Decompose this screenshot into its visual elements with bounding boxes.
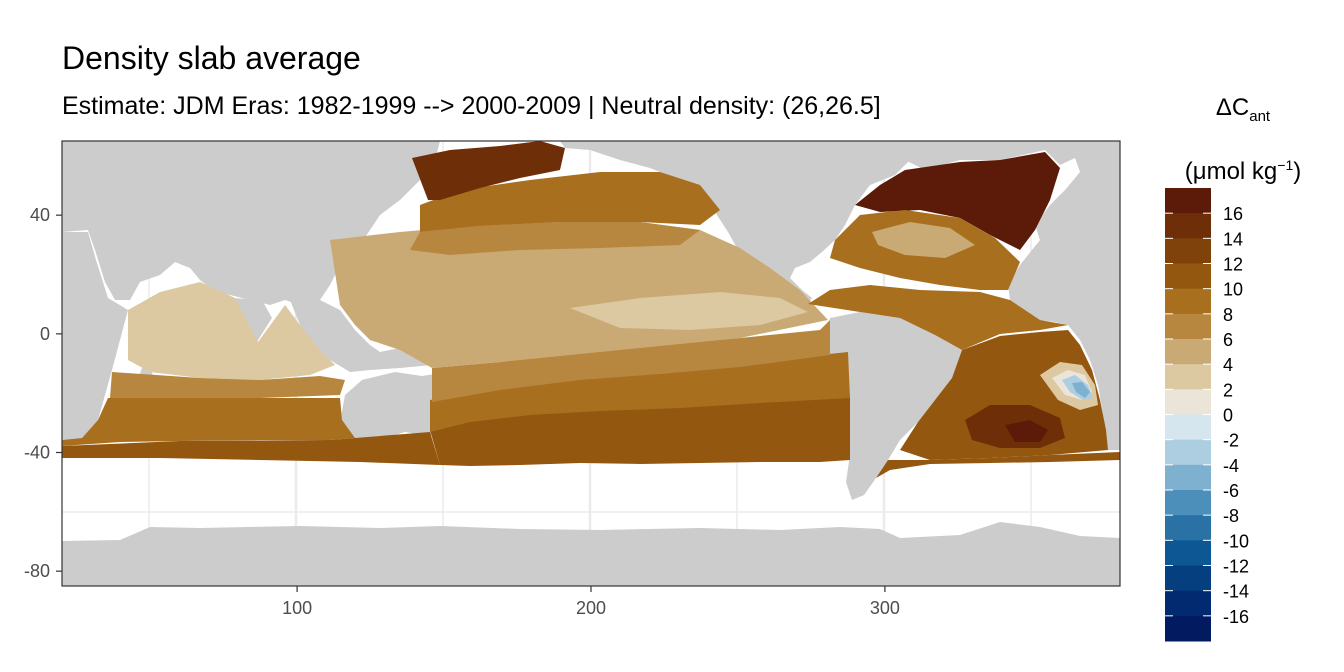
legend-swatch [1165, 389, 1211, 415]
land-antarctica [62, 522, 1120, 586]
land-eurasia-west [62, 141, 440, 305]
x-tick-label: 300 [870, 598, 900, 618]
legend-break-label: 0 [1223, 406, 1233, 426]
legend-swatch [1165, 263, 1211, 290]
legend-break-label: -2 [1223, 431, 1239, 451]
legend-break-label: -4 [1223, 456, 1239, 476]
legend-break-label: -10 [1223, 531, 1249, 551]
legend-unit-sup: −1 [1277, 156, 1294, 173]
legend-swatch [1165, 339, 1211, 365]
legend-break-label: 6 [1223, 330, 1233, 350]
ocean-eastern-equatorial-pacific [570, 292, 808, 330]
legend-title-sub: ant [1249, 107, 1271, 125]
legend-swatch [1165, 490, 1211, 516]
legend-swatch [1165, 238, 1211, 264]
legend-break-label: 10 [1223, 280, 1243, 300]
legend-swatch [1165, 313, 1211, 340]
legend-swatch [1165, 414, 1211, 441]
ocean-benguela-min [1072, 382, 1090, 398]
legend-unit-prefix: (μmol kg [1184, 157, 1278, 185]
land-south-america [826, 312, 962, 500]
legend-swatch [1165, 213, 1211, 239]
legend-swatch [1165, 540, 1211, 566]
ocean-south-atlantic-southern-band [876, 452, 1120, 478]
legend-swatch [1165, 590, 1211, 617]
legend-break-label: 12 [1223, 255, 1243, 275]
ocean-indian-mid [110, 372, 345, 398]
legend-swatch [1165, 288, 1211, 315]
ocean-tropical-pacific [330, 220, 828, 368]
ocean-indian-southern-band [62, 432, 440, 465]
legend-title: ΔCant (μmol kg−1) [1158, 84, 1328, 196]
ocean-north-pacific-warm [410, 222, 700, 255]
legend-break-label: -12 [1223, 557, 1249, 577]
x-tick-label: 200 [576, 598, 606, 618]
legend-break-label: 8 [1223, 305, 1233, 325]
ocean-north-pacific-high-lat [412, 141, 565, 200]
legend-title-main: ΔC [1215, 94, 1250, 121]
legend-break-label: -16 [1223, 607, 1249, 627]
land-greenland-europe [900, 141, 1120, 240]
ocean-indian-south [62, 398, 355, 446]
x-tick-label: 100 [282, 598, 312, 618]
legend-unit-suffix: ) [1293, 157, 1302, 185]
y-tick-label: 40 [30, 205, 50, 225]
legend-break-label: -6 [1223, 481, 1239, 501]
ocean-south-atlantic-max [1005, 420, 1048, 442]
ocean-north-pacific-subpolar [420, 172, 720, 232]
ocean-indian-north [128, 282, 335, 380]
legend-swatch [1165, 439, 1211, 466]
y-tick-label: -40 [24, 443, 50, 463]
legend-swatch [1165, 615, 1211, 642]
legend-break-label: 16 [1223, 204, 1243, 224]
y-tick-label: 0 [40, 324, 50, 344]
ocean-north-atlantic-gyre-core [872, 222, 975, 258]
legend-swatch [1165, 515, 1211, 541]
legend-break-label: -8 [1223, 506, 1239, 526]
land-se-asia [290, 300, 432, 372]
chart-subtitle: Estimate: JDM Eras: 1982-1999 --> 2000-2… [62, 92, 881, 120]
legend-break-label: 14 [1223, 229, 1243, 249]
ocean-north-atlantic-subpolar [855, 152, 1060, 250]
legend-break-label: -14 [1223, 582, 1249, 602]
ocean-south-pacific-subtropics [432, 320, 830, 402]
legend-swatch [1165, 364, 1211, 390]
legend-swatch [1165, 188, 1211, 214]
land-africa [62, 232, 128, 440]
land-north-america [560, 141, 910, 304]
land-africa-east [1008, 240, 1120, 450]
ocean-south-pacific [430, 352, 850, 432]
legend-swatch [1165, 565, 1211, 592]
chart-title: Density slab average [62, 40, 361, 76]
legend-break-label: 4 [1223, 355, 1233, 375]
legend: 16 14 12 10 8 6 4 2 0 -2 -4 -6 -8 -10 -12 -14 -16 [1165, 188, 1249, 642]
ocean-tropical-atlantic [808, 285, 1068, 350]
legend-swatch [1165, 464, 1211, 491]
y-tick-label: -80 [24, 561, 50, 581]
legend-break-label: 2 [1223, 380, 1233, 400]
